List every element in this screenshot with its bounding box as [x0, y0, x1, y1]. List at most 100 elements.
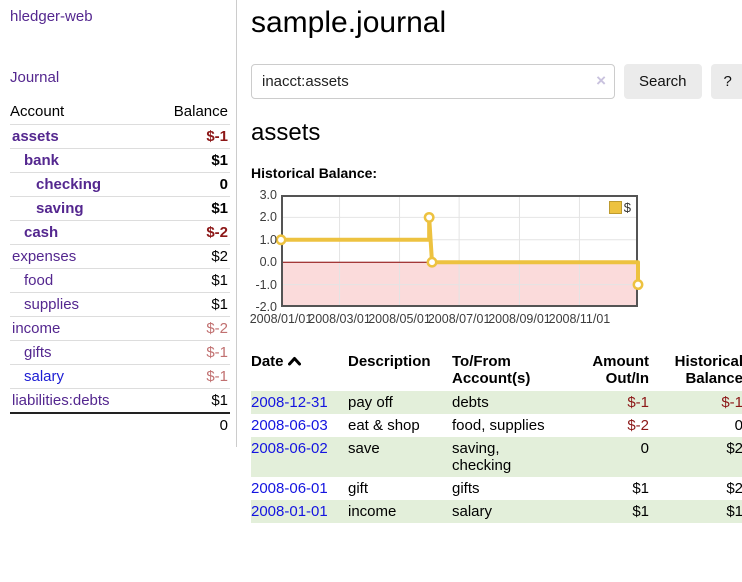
account-heading: assets: [251, 119, 321, 146]
account-row: saving $1: [10, 196, 230, 221]
y-axis-tick: -1.0: [255, 277, 277, 292]
x-axis-tick: 2008/09/01: [488, 312, 551, 326]
y-axis-tick: 3.0: [259, 188, 277, 202]
transaction-row: 2008-06-03 eat & shop food, supplies $-2 0: [251, 414, 742, 437]
transaction-description: gift: [348, 480, 369, 497]
y-axis-tick: 0.0: [259, 255, 277, 270]
transaction-row: 2008-06-02 save saving, checking 0 $2: [251, 437, 742, 477]
transaction-amount: $-2: [627, 417, 649, 434]
sort-ascending-icon: [287, 353, 301, 370]
transaction-accounts: salary: [452, 503, 493, 520]
transaction-balance: 0: [734, 417, 742, 434]
transaction-accounts: saving, checking: [452, 440, 512, 474]
chart-legend: $: [606, 199, 633, 216]
account-link[interactable]: saving: [36, 200, 84, 217]
app-window: hledger-web Journal Account Balance asse…: [0, 0, 742, 523]
page-title: sample.journal: [251, 6, 447, 39]
legend-label: $: [623, 200, 631, 215]
chart-plot-area: $: [275, 195, 644, 307]
account-balance: $1: [151, 196, 230, 221]
register-table: Date Description To/From Account(s) Amount …: [251, 349, 742, 523]
account-link[interactable]: liabilities:debts: [12, 392, 110, 409]
account-balance: $2: [151, 244, 230, 269]
transaction-date-link[interactable]: 2008-06-01: [251, 480, 328, 497]
x-axis-tick: 2008/07/01: [427, 312, 491, 326]
register-header-to-from[interactable]: To/From Account(s): [452, 353, 531, 387]
transaction-balance: $2: [726, 440, 742, 457]
transaction-row: 2008-12-31 pay off debts $-1 $-1: [251, 391, 742, 414]
accounts-table: Account Balance assets $-1 bank $1 checking 0…: [10, 100, 230, 437]
transaction-date-link[interactable]: 2008-01-01: [251, 503, 328, 520]
account-row: food $1: [10, 268, 230, 293]
transaction-description: eat & shop: [348, 417, 420, 434]
data-point: [275, 234, 287, 246]
chart-svg: [275, 195, 644, 307]
register-header-amount[interactable]: Amount Out/In: [592, 353, 649, 387]
account-balance: $1: [151, 268, 230, 293]
help-button[interactable]: ?: [710, 64, 742, 99]
account-link[interactable]: income: [12, 320, 61, 337]
transaction-balance: $-1: [721, 394, 742, 411]
data-point: [632, 279, 644, 291]
transaction-description: income: [348, 503, 397, 520]
x-axis-tick: 2008/01/01: [249, 312, 313, 326]
transaction-accounts: food, supplies: [452, 417, 545, 434]
brand-link[interactable]: hledger-web: [10, 8, 93, 25]
account-balance: $-2: [151, 316, 230, 341]
account-link[interactable]: salary: [24, 368, 65, 385]
account-row: salary $-1: [10, 364, 230, 389]
transaction-amount: 0: [640, 440, 649, 457]
transaction-date-link[interactable]: 2008-06-02: [251, 440, 328, 457]
sidebar-item-journal[interactable]: Journal: [10, 69, 60, 86]
transaction-amount: $1: [632, 503, 649, 520]
account-balance: $1: [151, 148, 230, 173]
account-row: cash $-2: [10, 220, 230, 245]
account-row: gifts $-1: [10, 340, 230, 365]
accounts-header-account: Account: [10, 100, 152, 125]
transaction-date-link[interactable]: 2008-06-03: [251, 417, 328, 434]
account-link[interactable]: gifts: [24, 344, 52, 361]
data-point: [426, 256, 438, 268]
accounts-total-value: 0: [151, 412, 230, 437]
account-balance: $-1: [151, 124, 230, 149]
account-link[interactable]: cash: [24, 224, 59, 241]
search-button[interactable]: Search: [624, 64, 702, 99]
transaction-date-link[interactable]: 2008-12-31: [251, 394, 328, 411]
account-balance: $-1: [151, 340, 230, 365]
clear-search-icon[interactable]: ×: [596, 71, 606, 90]
transaction-row: 2008-01-01 income salary $1 $1: [251, 500, 742, 523]
search-input[interactable]: [251, 64, 615, 99]
account-row: liabilities:debts $1: [10, 388, 230, 414]
account-link[interactable]: food: [24, 272, 54, 289]
register-header-description[interactable]: Description: [348, 353, 431, 370]
account-balance: $-1: [151, 364, 230, 389]
main-panel: sample.journal × Search ? assets Histori…: [237, 0, 742, 523]
chart-title: Historical Balance:: [251, 165, 378, 181]
historical-balance-chart: $ 3.0 2.0 1.0 0.0 -1.0 -2.0 2008/01/01 2008/03/…: [249, 188, 644, 335]
transaction-balance: $2: [726, 480, 742, 497]
account-row: income $-2: [10, 316, 230, 341]
account-link[interactable]: expenses: [12, 248, 77, 265]
sidebar: hledger-web Journal Account Balance asse…: [0, 0, 237, 447]
transaction-balance: $1: [726, 503, 742, 520]
account-link[interactable]: assets: [12, 128, 59, 145]
accounts-header-balance: Balance: [151, 100, 230, 125]
register-header-date[interactable]: Date: [251, 349, 348, 391]
data-point: [423, 211, 435, 223]
account-link[interactable]: checking: [36, 176, 102, 193]
account-row: assets $-1: [10, 124, 230, 149]
transaction-accounts: gifts: [452, 480, 480, 497]
account-row: checking 0: [10, 172, 230, 197]
account-balance: $1: [151, 292, 230, 317]
account-link[interactable]: bank: [24, 152, 60, 169]
y-axis-tick: 1.0: [259, 232, 277, 247]
transaction-row: 2008-06-01 gift gifts $1 $2: [251, 477, 742, 500]
x-axis-tick: 2008/03/01: [308, 312, 371, 326]
account-balance: $-2: [151, 220, 230, 245]
account-row: supplies $1: [10, 292, 230, 317]
account-link[interactable]: supplies: [24, 296, 80, 313]
account-balance: $1: [151, 388, 230, 414]
accounts-total-row: 0: [10, 412, 230, 437]
register-header-historical[interactable]: Historical Balance: [674, 353, 742, 387]
legend-swatch: [608, 201, 622, 214]
